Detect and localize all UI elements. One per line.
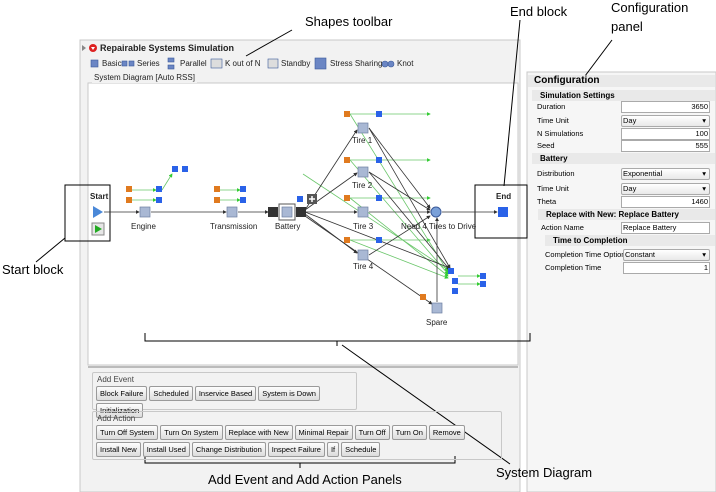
start-highlight [64,184,111,242]
start-play[interactable] [93,206,103,218]
toolbar-icons [90,57,395,70]
button[interactable]: Remove [428,425,465,440]
node-label: Tire 2 [352,181,373,190]
field-label: Completion Time [545,263,602,272]
section-header[interactable]: Replace with New: Replace Battery [538,209,715,220]
dropdown[interactable]: Constant [623,249,710,261]
annotation: Start block [2,262,64,277]
button[interactable]: Turn Off System [96,425,159,440]
button[interactable]: Change Distribution [191,442,266,457]
end-highlight [474,184,528,239]
blocks[interactable] [139,122,443,314]
button[interactable]: System is Down [258,386,320,401]
button[interactable]: Inservice Based [194,386,257,401]
end-label: End [496,192,512,201]
field-label: Time Unit [537,184,569,193]
button[interactable]: Inspect Failure [267,442,325,457]
annotation: System Diagram [496,465,593,480]
button[interactable]: Replace with New [224,425,293,440]
node-label: Battery [275,222,301,231]
node-label: Tire 4 [353,262,374,271]
window-title: Repairable Systems Simulation [100,43,235,53]
tool[interactable]: Parallel [180,59,207,68]
plus-icon [309,196,315,202]
node-label: Tire 1 [352,136,373,145]
field-label: Time Unit [537,116,569,125]
button[interactable]: Install New [96,442,141,457]
blue-ports [156,111,508,294]
tool[interactable]: Series [137,59,160,68]
dropdown[interactable]: Day [621,183,710,195]
field-label: N Simulations [537,129,584,138]
run-icon [95,225,102,233]
text-field[interactable]: 555 [621,140,710,152]
field-label: Distribution [537,169,575,178]
button[interactable]: If [326,442,340,457]
panel-title: Add Action [97,414,136,423]
add-event-panel: Add Event Block Failure Scheduled Inservic… [92,372,357,418]
section-header[interactable]: Time to Completion [545,235,715,246]
annotation: End block [510,4,568,19]
tool[interactable]: Knot [397,59,414,68]
field-label: Action Name [541,223,584,232]
node-label: Engine [131,222,156,231]
menu-arrow [91,47,95,50]
text-field[interactable]: 100 [621,128,710,140]
tool[interactable]: Stress Sharing [330,59,383,68]
button[interactable]: Scheduled [149,386,193,401]
button[interactable]: Install Used [142,442,190,457]
field-label: Seed [537,141,555,150]
knot[interactable] [430,206,442,218]
panel-title: Add Event [97,375,134,384]
annotation: Add Event and Add Action Panels [208,472,402,487]
field-label: Theta [537,197,557,206]
button[interactable]: Minimal Repair [294,425,353,440]
node-label: Transmission [210,222,258,231]
section-header[interactable]: Simulation Settings [532,90,715,101]
button[interactable]: Schedule [341,442,381,457]
field-label: Duration [537,102,566,111]
text-field[interactable]: 3650 [621,101,710,113]
text-field[interactable]: 1 [623,262,710,274]
button-row: Block Failure Scheduled Inservice Based Sys… [96,386,356,418]
field-label: Completion Time Options [545,250,630,259]
text-field[interactable]: Replace Battery [621,222,710,234]
diagram-title: System Diagram [Auto RSS] [92,73,197,83]
dropdown[interactable]: Exponential [621,168,710,180]
selection [278,203,296,221]
node-label: Need 4 Tires to Drive [401,222,477,231]
node-label: Spare [426,318,448,327]
config-title: Configuration [528,75,715,87]
add-action-panel: Add Action Turn Off System Turn On System… [92,411,502,460]
button[interactable]: Initialization [96,403,144,418]
annotation: Configuration panel [611,0,689,34]
diagram-frame [87,82,519,366]
orange-ports [126,111,426,300]
dropdown[interactable]: Day [621,115,710,127]
annotation: Shapes toolbar [305,14,393,29]
button-row: Turn Off System Turn On System Replace wit… [96,425,500,457]
black-edges [104,127,498,305]
start-label: Start [90,192,109,201]
node-label: Tire 3 [353,222,374,231]
button[interactable]: Turn On System [160,425,223,440]
tool[interactable]: Basic [102,59,122,68]
text-field[interactable]: 1460 [621,196,710,208]
disclosure-icon[interactable] [82,45,86,51]
button[interactable]: Turn On [391,425,427,440]
tool[interactable]: K out of N [225,59,261,68]
button[interactable]: Turn Off [354,425,390,440]
button[interactable]: Block Failure [96,386,148,401]
section-header[interactable]: Battery [532,153,715,164]
tool[interactable]: Standby [281,59,311,68]
